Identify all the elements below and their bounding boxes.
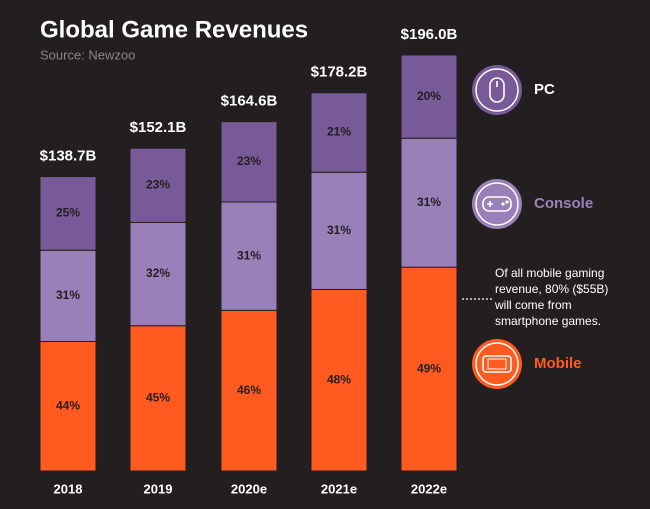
total-label: $196.0B bbox=[401, 26, 458, 43]
total-label: $164.6B bbox=[221, 93, 278, 110]
chart-subtitle: Source: Newzoo bbox=[40, 47, 135, 62]
segment-label: 31% bbox=[56, 288, 80, 302]
legend-icon-ring bbox=[475, 342, 519, 386]
legend-label: Mobile bbox=[534, 355, 582, 372]
segment-label: 23% bbox=[237, 154, 261, 168]
total-label: $178.2B bbox=[311, 64, 368, 81]
segment-label: 45% bbox=[146, 391, 170, 405]
bar-segment bbox=[129, 325, 187, 472]
segment-label: 44% bbox=[56, 398, 80, 412]
legend-item: PC bbox=[472, 65, 555, 115]
annotation: Of all mobile gaming bbox=[495, 266, 604, 280]
legend-label: Console bbox=[534, 195, 593, 212]
bar-segment bbox=[400, 137, 458, 268]
segment-label: 32% bbox=[146, 266, 170, 280]
chart-title: Global Game Revenues bbox=[40, 16, 308, 43]
total-label: $138.7B bbox=[40, 148, 97, 165]
x-tick-label: 2020e bbox=[231, 481, 267, 496]
icon bbox=[482, 196, 512, 212]
annotation: smartphone games. bbox=[495, 314, 601, 328]
segment-label: 25% bbox=[56, 206, 80, 220]
legend-icon-bg bbox=[472, 339, 522, 389]
bar-segment bbox=[310, 288, 368, 472]
bar-segment bbox=[129, 147, 187, 223]
segment-label: 20% bbox=[417, 89, 441, 103]
segment-label: 46% bbox=[237, 383, 261, 397]
bar-segment bbox=[129, 221, 187, 327]
bar-segment bbox=[310, 171, 368, 290]
legend-icon-bg bbox=[472, 65, 522, 115]
icon bbox=[482, 355, 512, 373]
legend-icon-ring bbox=[475, 68, 519, 112]
segment-label: 49% bbox=[417, 361, 441, 375]
bar-segment bbox=[39, 340, 97, 472]
icon bbox=[489, 77, 505, 103]
icon bbox=[501, 202, 505, 206]
segment-label: 31% bbox=[237, 248, 261, 262]
x-tick-label: 2018 bbox=[54, 481, 83, 496]
annotation: revenue, 80% ($55B) bbox=[495, 282, 608, 296]
legend-label: PC bbox=[534, 81, 555, 98]
legend-icon-ring bbox=[475, 182, 519, 226]
x-tick-label: 2019 bbox=[144, 481, 173, 496]
bar-segment bbox=[39, 249, 97, 342]
segment-label: 31% bbox=[327, 223, 351, 237]
legend-item: Mobile bbox=[472, 339, 582, 389]
bar-segment bbox=[310, 92, 368, 173]
icon bbox=[505, 200, 509, 204]
icon bbox=[487, 358, 507, 370]
legend-item: Console bbox=[472, 179, 593, 229]
total-label: $152.1B bbox=[130, 119, 187, 136]
segment-label: 21% bbox=[327, 125, 351, 139]
segment-label: 48% bbox=[327, 372, 351, 386]
bar-segment bbox=[400, 266, 458, 472]
bar-segment bbox=[39, 176, 97, 251]
bar-segment bbox=[220, 121, 278, 203]
segment-label: 23% bbox=[146, 177, 170, 191]
x-tick-label: 2021e bbox=[321, 481, 357, 496]
bar-segment bbox=[400, 54, 458, 139]
x-tick-label: 2022e bbox=[411, 481, 447, 496]
segment-label: 31% bbox=[417, 195, 441, 209]
annotation: will come from bbox=[494, 298, 572, 312]
legend-icon-bg bbox=[472, 179, 522, 229]
